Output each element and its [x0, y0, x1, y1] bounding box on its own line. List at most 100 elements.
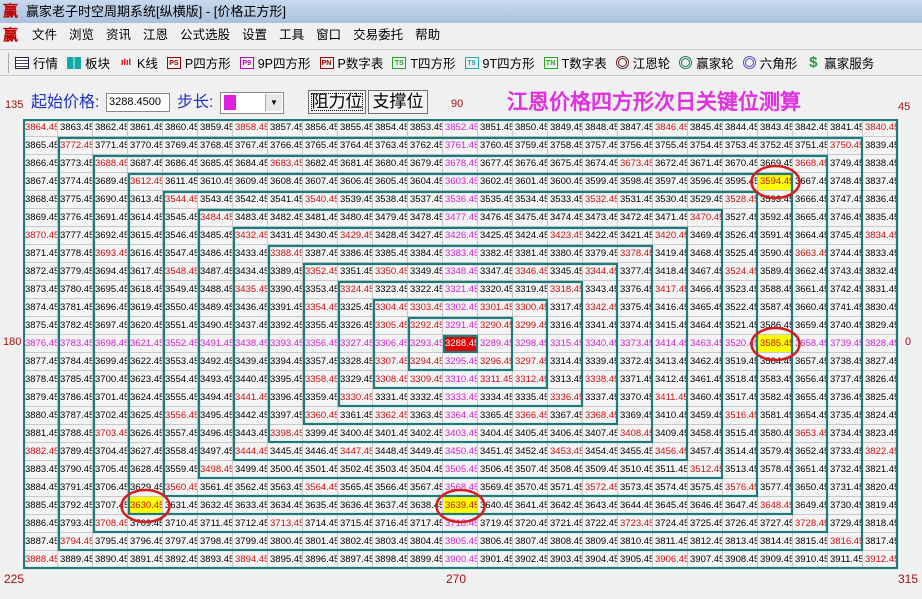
- grid-cell[interactable]: 3725.45: [688, 515, 723, 533]
- grid-cell[interactable]: 3696.45: [93, 299, 128, 317]
- grid-cell[interactable]: 3534.45: [513, 191, 548, 209]
- grid-cell[interactable]: 3465.45: [688, 299, 723, 317]
- grid-cell[interactable]: 3338.45: [583, 371, 618, 389]
- grid-cell[interactable]: 3858.45: [233, 119, 268, 137]
- grid-cell[interactable]: 3607.45: [303, 173, 338, 191]
- grid-cell[interactable]: 3788.45: [58, 425, 93, 443]
- grid-cell[interactable]: 3480.45: [338, 209, 373, 227]
- grid-cell[interactable]: 3619.45: [128, 299, 163, 317]
- grid-cell[interactable]: 3724.45: [653, 515, 688, 533]
- grid-cell[interactable]: 3565.45: [338, 479, 373, 497]
- grid-cell[interactable]: 3552.45: [163, 335, 198, 353]
- grid-cell[interactable]: 3522.45: [723, 299, 758, 317]
- grid-cell[interactable]: 3818.45: [863, 515, 898, 533]
- grid-cell[interactable]: 3852.45: [443, 119, 478, 137]
- grid-cell[interactable]: 3877.45: [23, 353, 58, 371]
- grid-cell[interactable]: 3665.45: [793, 209, 828, 227]
- grid-cell[interactable]: 3776.45: [58, 209, 93, 227]
- grid-cell[interactable]: 3530.45: [653, 191, 688, 209]
- grid-cell[interactable]: 3546.45: [163, 227, 198, 245]
- grid-cell[interactable]: 3799.45: [233, 533, 268, 551]
- grid-cell[interactable]: 3688.45: [93, 155, 128, 173]
- grid-cell[interactable]: 3662.45: [793, 263, 828, 281]
- grid-cell[interactable]: 3361.45: [338, 407, 373, 425]
- grid-cell[interactable]: 3780.45: [58, 281, 93, 299]
- grid-cell[interactable]: 3749.45: [828, 155, 863, 173]
- grid-cell[interactable]: 3348.45: [443, 263, 478, 281]
- grid-cell[interactable]: 3822.45: [863, 443, 898, 461]
- grid-cell[interactable]: 3301.45: [478, 299, 513, 317]
- grid-cell[interactable]: 3322.45: [408, 281, 443, 299]
- grid-cell[interactable]: 3511.45: [653, 461, 688, 479]
- grid-cell[interactable]: 3446.45: [303, 443, 338, 461]
- grid-cell[interactable]: 3407.45: [583, 425, 618, 443]
- grid-cell[interactable]: 3490.45: [198, 317, 233, 335]
- grid-cell[interactable]: 3320.45: [478, 281, 513, 299]
- chevron-down-icon[interactable]: ▼: [265, 94, 282, 111]
- grid-cell[interactable]: 3798.45: [198, 533, 233, 551]
- grid-cell[interactable]: 3819.45: [863, 497, 898, 515]
- grid-cell[interactable]: 3682.45: [303, 155, 338, 173]
- grid-cell[interactable]: 3671.45: [688, 155, 723, 173]
- grid-cell[interactable]: 3853.45: [408, 119, 443, 137]
- grid-cell[interactable]: 3330.45: [338, 389, 373, 407]
- grid-cell[interactable]: 3744.45: [828, 245, 863, 263]
- grid-cell[interactable]: 3754.45: [688, 137, 723, 155]
- grid-cell[interactable]: 3313.45: [548, 371, 583, 389]
- grid-cell[interactable]: 3816.45: [828, 533, 863, 551]
- grid-cell[interactable]: 3416.45: [653, 299, 688, 317]
- grid-cell[interactable]: 3543.45: [198, 191, 233, 209]
- grid-cell[interactable]: 3808.45: [548, 533, 583, 551]
- grid-cell[interactable]: 3717.45: [408, 515, 443, 533]
- grid-cell[interactable]: 3589.45: [758, 263, 793, 281]
- grid-cell[interactable]: 3419.45: [653, 245, 688, 263]
- grid-cell[interactable]: 3427.45: [408, 227, 443, 245]
- grid-cell[interactable]: 3345.45: [548, 263, 583, 281]
- grid-cell[interactable]: 3537.45: [408, 191, 443, 209]
- grid-cell[interactable]: 3679.45: [408, 155, 443, 173]
- grid-cell[interactable]: 3624.45: [128, 389, 163, 407]
- grid-cell[interactable]: 3520.45: [723, 335, 758, 353]
- grid-cell[interactable]: 3778.45: [58, 245, 93, 263]
- grid-cell[interactable]: 3757.45: [583, 137, 618, 155]
- grid-cell[interactable]: 3875.45: [23, 317, 58, 335]
- grid-cell[interactable]: 3882.45: [23, 443, 58, 461]
- grid-cell[interactable]: 3868.45: [23, 191, 58, 209]
- grid-cell[interactable]: 3493.45: [198, 371, 233, 389]
- grid-cell[interactable]: 3847.45: [618, 119, 653, 137]
- grid-cell[interactable]: 3363.45: [408, 407, 443, 425]
- grid-cell[interactable]: 3545.45: [163, 209, 198, 227]
- grid-cell[interactable]: 3586.45: [758, 317, 793, 335]
- grid-cell[interactable]: 3321.45: [443, 281, 478, 299]
- grid-cell[interactable]: 3874.45: [23, 299, 58, 317]
- grid-cell[interactable]: 3855.45: [338, 119, 373, 137]
- grid-cell[interactable]: 3681.45: [338, 155, 373, 173]
- grid-cell[interactable]: 3815.45: [793, 533, 828, 551]
- grid-cell[interactable]: 3337.45: [583, 389, 618, 407]
- grid-cell[interactable]: 3775.45: [58, 191, 93, 209]
- grid-cell[interactable]: 3648.45: [758, 497, 793, 515]
- grid-cell[interactable]: 3770.45: [128, 137, 163, 155]
- grid-cell[interactable]: 3512.45: [688, 461, 723, 479]
- grid-cell[interactable]: 3514.45: [723, 443, 758, 461]
- grid-cell[interactable]: 3488.45: [198, 281, 233, 299]
- grid-cell[interactable]: 3500.45: [268, 461, 303, 479]
- grid-cell[interactable]: 3378.45: [618, 245, 653, 263]
- grid-cell[interactable]: 3604.45: [408, 173, 443, 191]
- grid-cell[interactable]: 3697.45: [93, 317, 128, 335]
- grid-cell[interactable]: 3614.45: [128, 209, 163, 227]
- grid-cell[interactable]: 3443.45: [233, 425, 268, 443]
- grid-cell[interactable]: 3305.45: [373, 317, 408, 335]
- grid-cell[interactable]: 3603.45: [443, 173, 478, 191]
- grid-cell[interactable]: 3886.45: [23, 515, 58, 533]
- grid-cell[interactable]: 3288.45: [443, 335, 478, 353]
- grid-cell[interactable]: 3735.45: [828, 407, 863, 425]
- grid-cell[interactable]: 3417.45: [653, 281, 688, 299]
- grid-cell[interactable]: 3385.45: [373, 245, 408, 263]
- grid-cell[interactable]: 3358.45: [303, 371, 338, 389]
- grid-cell[interactable]: 3531.45: [618, 191, 653, 209]
- grid-cell[interactable]: 3889.45: [58, 551, 93, 569]
- grid-cell[interactable]: 3790.45: [58, 461, 93, 479]
- grid-cell[interactable]: 3292.45: [408, 317, 443, 335]
- grid-cell[interactable]: 3317.45: [548, 299, 583, 317]
